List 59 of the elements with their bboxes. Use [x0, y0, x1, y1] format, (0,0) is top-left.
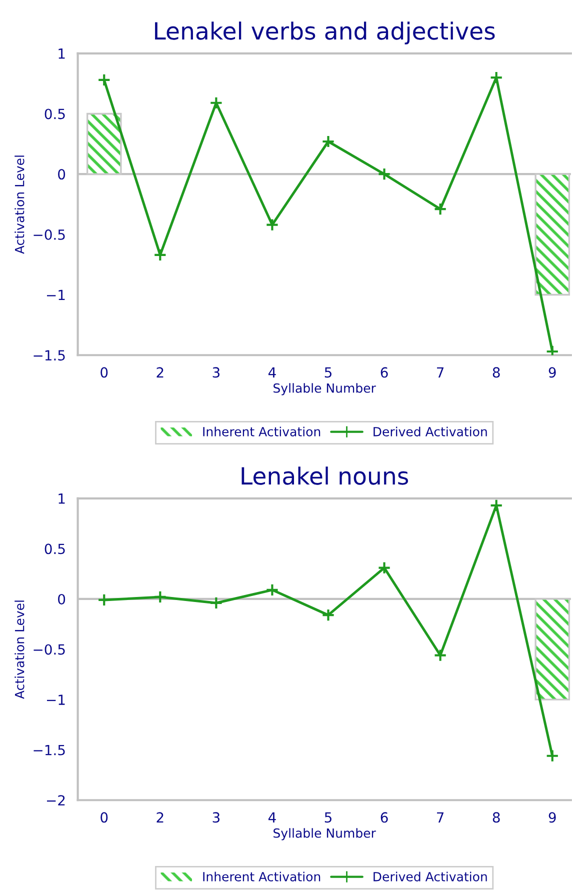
point — [322, 134, 335, 148]
y-tick-label: 1 — [58, 48, 65, 59]
point — [322, 608, 335, 622]
x-tick-label: 3 — [212, 367, 220, 378]
x-tick-label: 4 — [268, 367, 276, 378]
y-tick-label: −2 — [46, 795, 65, 806]
point — [378, 167, 391, 181]
y-tick-label: −0.5 — [34, 229, 65, 240]
point — [434, 202, 447, 216]
point — [154, 248, 167, 262]
point — [210, 96, 223, 110]
legend-label: Derived Activation — [374, 872, 487, 882]
point — [98, 73, 111, 87]
y-tick-label: −1 — [46, 694, 65, 705]
point — [378, 561, 391, 574]
x-tick-label: 4 — [268, 812, 276, 822]
legend-label: Derived Activation — [374, 426, 487, 436]
y-tick-label: 0 — [58, 594, 66, 604]
legend-label: Inherent Activation — [203, 426, 320, 436]
chart-title: Lenakel verbs and adjectives — [155, 22, 495, 44]
y-tick-label: 1 — [58, 494, 65, 504]
point — [434, 648, 447, 662]
x-tick-label: 5 — [324, 367, 332, 378]
y-axis-title: Activation Level — [14, 600, 24, 699]
x-tick-label: 7 — [437, 812, 444, 822]
point — [490, 70, 503, 84]
point — [210, 596, 223, 610]
x-tick-label: 3 — [212, 812, 220, 823]
x-tick-label: 7 — [437, 367, 444, 378]
x-tick-label: 6 — [380, 367, 388, 378]
point — [266, 583, 279, 597]
x-tick-label: 2 — [156, 367, 164, 378]
x-tick-label: 9 — [548, 367, 556, 378]
x-tick-label: 0 — [100, 812, 108, 823]
y-tick-label: −1 — [46, 290, 65, 300]
y-axis-title: Activation Level — [14, 156, 24, 254]
y-tick-label: 0.5 — [44, 108, 65, 120]
legend-label: Inherent Activation — [203, 872, 320, 882]
x-tick-label: 8 — [492, 367, 500, 378]
point — [266, 218, 279, 232]
x-tick-label: 5 — [324, 812, 332, 823]
x-axis-title: Syllable Number — [274, 383, 376, 396]
point — [546, 749, 559, 762]
x-tick-label: 9 — [548, 812, 556, 823]
y-tick-label: 0 — [58, 169, 66, 180]
point — [98, 593, 111, 607]
point — [546, 344, 559, 356]
x-tick-label: 2 — [156, 812, 164, 822]
point — [490, 498, 503, 512]
chart-title: Lenakel nouns — [242, 466, 408, 485]
y-tick-label: −1.5 — [34, 744, 65, 756]
y-tick-label: −1.5 — [34, 350, 65, 361]
y-tick-label: −0.5 — [34, 644, 65, 655]
point — [154, 590, 167, 604]
x-tick-label: 6 — [380, 812, 388, 823]
x-tick-label: 8 — [492, 812, 500, 823]
x-axis-title: Syllable Number — [274, 828, 376, 840]
y-tick-label: 0.5 — [44, 544, 65, 554]
x-tick-label: 0 — [100, 367, 108, 378]
